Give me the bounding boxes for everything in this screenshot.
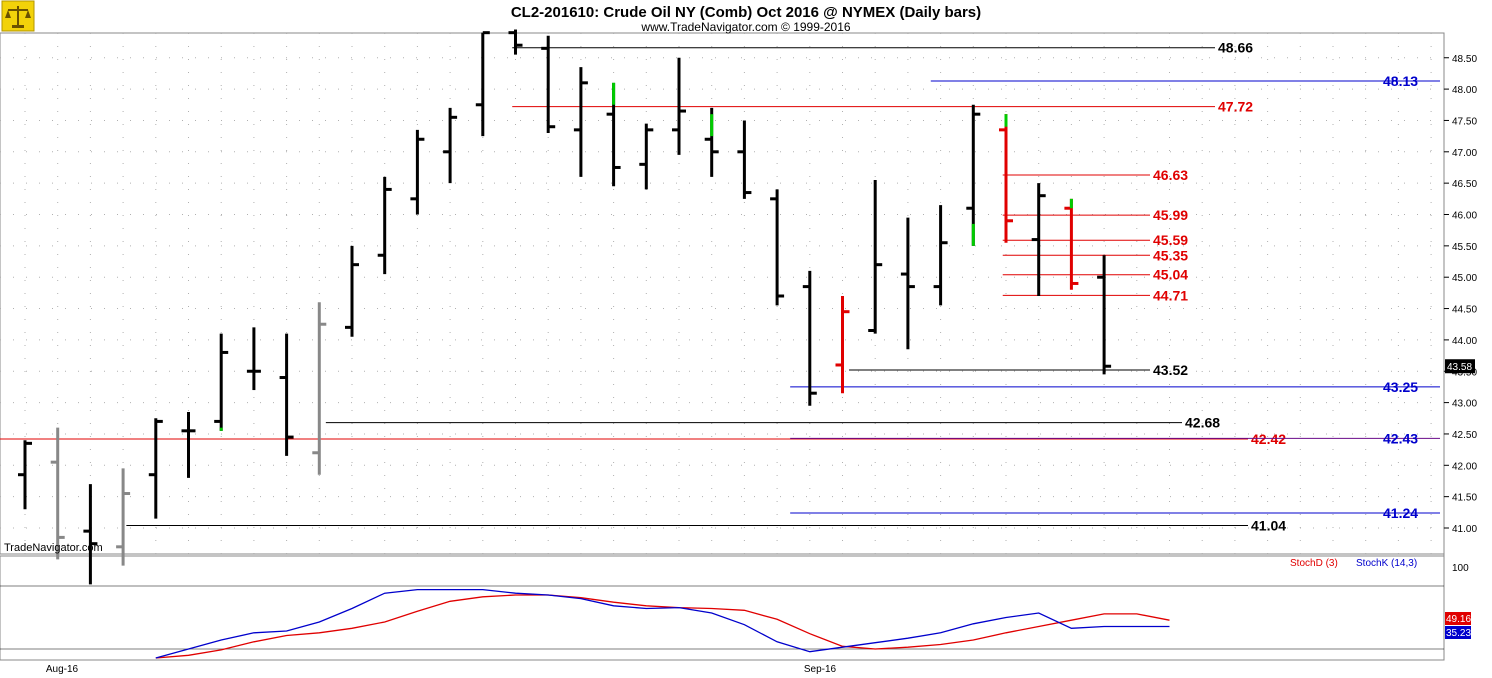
ohlc-bar [868,180,883,334]
level-label: 45.59 [1153,232,1188,248]
y-tick-label: 42.00 [1452,461,1477,472]
level-label: 45.04 [1153,267,1188,283]
ohlc-bar [541,35,556,133]
chart-subtitle: www.TradeNavigator.com © 1999-2016 [640,20,850,34]
stochd-last-badge: 49.16 [1445,612,1471,625]
stochastic-lines: 100 [0,563,1469,659]
ohlc-bar [246,327,261,391]
ohlc-bar [573,67,588,177]
level-label: 46.63 [1153,167,1188,183]
y-tick-label: 44.00 [1452,336,1477,347]
level-label: 41.24 [1383,505,1418,521]
level-label: 41.04 [1251,517,1286,533]
y-tick-label: 45.50 [1452,242,1477,253]
ohlc-bar [18,440,32,510]
y-tick-label: 41.00 [1452,524,1477,535]
ohlc-bar [1031,183,1046,297]
stoch-series-line [155,588,1170,659]
ohlc-bar [116,468,131,566]
chart-title: CL2-201610: Crude Oil NY (Comb) Oct 2016… [511,4,981,21]
ohlc-bar [279,333,294,456]
ohlc-bar [50,427,65,560]
time-axis: Aug-16 Sep-16 [46,664,837,675]
ohlc-bar [475,31,490,137]
x-tick-label: Aug-16 [46,664,79,675]
price-panel[interactable] [0,32,1445,555]
ohlc-bar [672,57,686,155]
level-label: 48.13 [1383,73,1418,89]
y-tick-label: 42.50 [1452,430,1477,441]
ohlc-bar [1097,255,1112,375]
stoch-tick-label: 100 [1452,563,1469,574]
ohlc-bar [802,270,817,406]
ohlc-bar [639,123,654,190]
y-tick-label: 43.00 [1452,399,1477,410]
ohlc-bar [933,205,948,306]
price-axis: 48.50 48.00 47.50 47.00 46.50 46.00 45.50 45.00… [1444,54,1477,535]
last-price-badge: 43.58 [1445,359,1475,374]
ohlc-bar [966,104,981,246]
stochd-last-label: 49.16 [1446,614,1471,625]
watermark: TradeNavigator.com [4,542,103,554]
ohlc-bar [900,217,915,350]
y-tick-label: 48.50 [1452,54,1477,65]
logo-icon [1,0,35,32]
ohlc-bar [312,302,327,475]
ohlc-bar [443,107,458,184]
y-tick-label: 47.50 [1452,116,1477,127]
ohlc-bars [18,29,1112,585]
stochk-last-label: 35.23 [1446,628,1471,639]
level-label: 43.25 [1383,379,1418,395]
level-label: 42.42 [1251,431,1286,447]
last-price-label: 43.58 [1447,362,1472,373]
y-tick-label: 45.00 [1452,273,1477,284]
ohlc-bar [148,418,163,519]
ohlc-bar [835,296,850,394]
y-tick-label: 44.50 [1452,305,1477,316]
ohlc-bar [770,189,785,306]
y-tick-label: 46.50 [1452,179,1477,190]
ohlc-bar [214,333,229,431]
ohlc-bar [410,129,425,215]
level-label: 48.66 [1218,40,1253,56]
y-tick-label: 41.50 [1452,493,1477,504]
ohlc-bar [181,412,196,478]
level-label: 44.71 [1153,287,1188,303]
ohlc-bar [999,114,1013,243]
stoch-series-line [155,594,1170,659]
ohlc-bar [737,120,752,199]
legend-stochk: StochK (14,3) [1356,558,1417,569]
legend-stochd: StochD (3) [1290,558,1338,569]
level-label: 43.52 [1153,362,1188,378]
x-tick-label: Sep-16 [804,664,837,675]
level-label: 45.99 [1153,207,1188,223]
y-tick-label: 47.00 [1452,148,1477,159]
ohlc-bar [508,29,523,55]
level-label: 42.68 [1185,415,1220,431]
ohlc-bar [345,245,359,337]
stochk-last-badge: 35.23 [1445,626,1471,639]
y-tick-label: 46.00 [1452,211,1477,222]
ohlc-bar [377,176,392,275]
y-tick-label: 48.00 [1452,85,1477,96]
level-label: 45.35 [1153,247,1188,263]
level-label: 42.43 [1383,430,1418,446]
ohlc-bar [83,484,98,585]
stochastic-panel[interactable] [0,555,1445,661]
level-label: 47.72 [1218,99,1253,115]
